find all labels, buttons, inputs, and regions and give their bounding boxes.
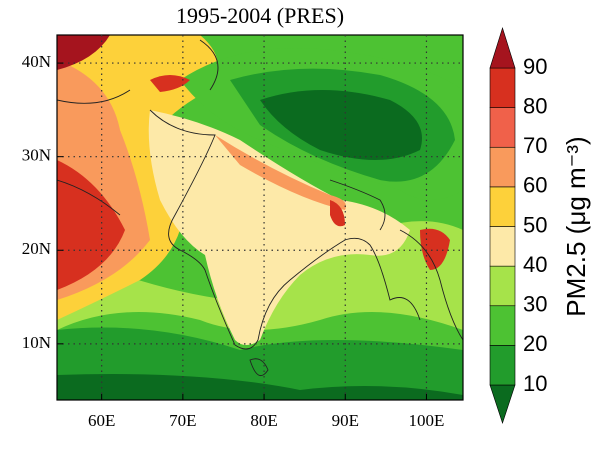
colorbar-label: PM2.5 (μg m⁻³) xyxy=(561,136,591,316)
colorbar-tick-label: 40 xyxy=(523,252,547,277)
field-hotspot-east xyxy=(420,228,450,270)
y-tick-label: 30N xyxy=(22,146,51,165)
x-tick-label: 70E xyxy=(169,411,196,430)
field-darkest xyxy=(57,374,463,400)
field-darkred-nw xyxy=(57,35,110,70)
map-field xyxy=(57,35,463,400)
colorbar-bottom xyxy=(489,384,516,424)
colorbar-top xyxy=(489,26,516,69)
map-frame xyxy=(56,34,464,401)
colorbar-bin xyxy=(489,146,516,188)
field-igp xyxy=(215,135,346,210)
colorbar-bin xyxy=(489,186,516,227)
x-tick-label: 90E xyxy=(332,411,359,430)
colorbar-tick-label: 80 xyxy=(523,93,547,118)
colorbar-tick-label: 70 xyxy=(523,133,547,158)
colorbar-tick-label: 30 xyxy=(523,292,547,317)
map-title: 1995-2004 (PRES) xyxy=(176,3,344,28)
x-tick-label: 100E xyxy=(409,411,445,430)
y-tick-label: 20N xyxy=(22,239,51,258)
colorbar-tick-label: 90 xyxy=(523,54,547,79)
colorbar-bin xyxy=(489,265,516,307)
colorbar-tick-label: 50 xyxy=(523,212,547,237)
x-tick-label: 80E xyxy=(250,411,277,430)
colorbar-bin xyxy=(489,226,516,267)
y-tick-label: 40N xyxy=(22,52,51,71)
field-hotspot-north xyxy=(150,75,190,92)
colorbar-tick-label: 10 xyxy=(523,371,547,396)
field-hotspot xyxy=(330,200,345,227)
colorbar-bin xyxy=(489,107,516,148)
field-tibet-darkest xyxy=(260,90,422,160)
colorbar-tick-label: 20 xyxy=(523,331,547,356)
field-pale-india xyxy=(148,110,410,345)
colorbar-bin xyxy=(489,67,516,108)
colorbar-tick-label: 60 xyxy=(523,173,547,198)
x-tick-label: 60E xyxy=(88,411,115,430)
field-red-west xyxy=(57,160,125,290)
y-tick-label: 10N xyxy=(22,333,51,352)
colorbar-bin xyxy=(489,345,516,386)
colorbar-bin xyxy=(489,305,516,346)
